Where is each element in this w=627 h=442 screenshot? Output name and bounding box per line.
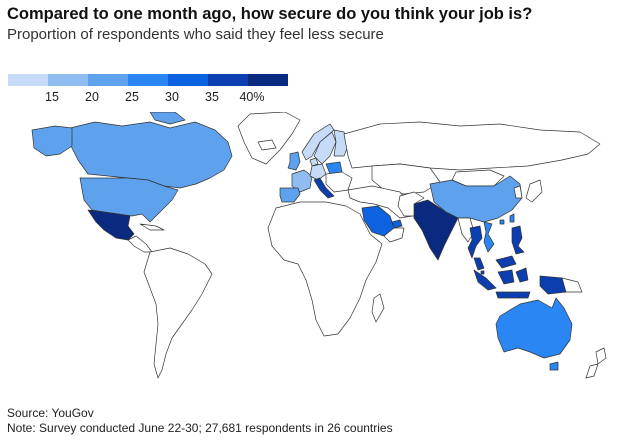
country-philippines	[511, 225, 525, 255]
country-china	[429, 175, 523, 223]
country-greenland	[237, 112, 301, 165]
country-russia	[343, 121, 601, 171]
country-vietnam	[483, 221, 495, 253]
legend-tick-label: 40%	[239, 90, 265, 104]
legend-swatch	[8, 74, 48, 86]
country-japan	[525, 179, 543, 203]
country-mexico	[87, 209, 135, 241]
country-central-asia	[371, 163, 441, 195]
legend-scale-bar	[8, 74, 288, 86]
color-legend: 15 20 25 30 35 40%	[8, 74, 293, 106]
country-singapore	[480, 270, 485, 275]
country-malaysia	[473, 255, 517, 271]
country-south-america	[143, 247, 213, 379]
country-france	[291, 169, 313, 193]
country-yemen-oman	[383, 227, 405, 243]
world-map	[31, 112, 607, 379]
country-spain	[279, 187, 301, 203]
survey-note: Note: Survey conducted June 22-30; 27,68…	[7, 421, 393, 435]
country-canada-islands	[149, 112, 186, 125]
legend-tick-label: 35	[205, 90, 219, 104]
country-taiwan	[509, 213, 515, 223]
country-papua-new-guinea	[561, 277, 583, 293]
country-korea	[513, 185, 523, 199]
country-canada	[69, 121, 233, 189]
legend-swatch	[248, 74, 288, 86]
country-pakistan	[397, 191, 425, 217]
country-italy	[313, 177, 335, 199]
country-india	[413, 199, 459, 261]
country-denmark	[309, 157, 319, 167]
legend-swatch	[48, 74, 88, 86]
country-central-america	[127, 235, 153, 253]
country-thailand	[467, 225, 483, 259]
country-eastern-europe	[325, 171, 353, 193]
source-note: Source: YouGov	[7, 406, 94, 420]
legend-tick-label: 30	[165, 90, 179, 104]
country-australia-tasmania	[549, 361, 559, 371]
legend-swatch	[88, 74, 128, 86]
country-iceland	[257, 139, 277, 151]
country-united-kingdom	[287, 151, 301, 171]
legend-swatch	[168, 74, 208, 86]
country-indonesia	[473, 267, 567, 299]
country-africa	[267, 201, 383, 337]
country-germany	[309, 163, 327, 181]
country-middle-east	[347, 185, 413, 219]
country-cuba	[139, 223, 165, 231]
country-uae	[391, 219, 403, 229]
legend-swatch	[128, 74, 168, 86]
country-new-zealand	[585, 347, 607, 379]
chart-title: Compared to one month ago, how secure do…	[7, 5, 533, 23]
country-us-alaska	[31, 125, 73, 157]
country-indochina	[457, 217, 475, 243]
country-hong-kong	[499, 219, 505, 225]
legend-tick-label: 25	[125, 90, 139, 104]
chart-subtitle: Proportion of respondents who said they …	[7, 26, 384, 43]
legend-swatch	[208, 74, 248, 86]
legend-tick-label: 20	[85, 90, 99, 104]
country-madagascar	[371, 293, 385, 323]
country-australia	[495, 297, 573, 359]
legend-tick-label: 15	[45, 90, 59, 104]
